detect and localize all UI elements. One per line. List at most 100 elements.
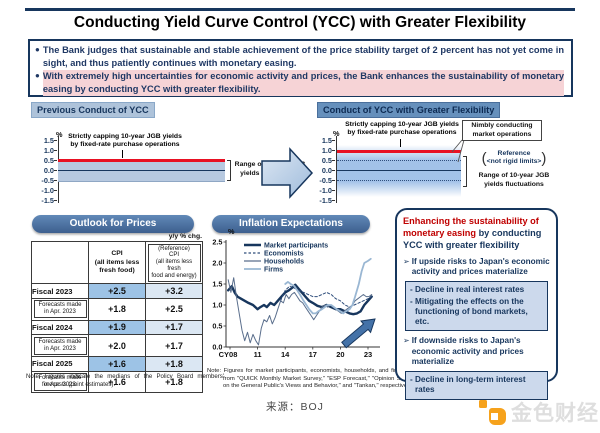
range-bracket xyxy=(227,160,231,181)
previous-ycc-zero-line xyxy=(58,170,225,172)
y-axis-tick-label: 1.5 xyxy=(321,135,332,145)
svg-text:CY08: CY08 xyxy=(219,350,238,359)
cpi-value: +2.0 xyxy=(88,334,146,358)
arrow-bullet-icon: ➢ xyxy=(403,256,410,266)
svg-text:Market participants: Market participants xyxy=(264,243,328,250)
row-label: Fiscal 2024 xyxy=(31,319,89,336)
previous-ycc-cap-line xyxy=(58,159,225,162)
svg-text:2.5: 2.5 xyxy=(212,238,222,247)
range-bracket xyxy=(463,156,467,187)
previous-ycc-header: Previous Conduct of YCC xyxy=(31,102,155,118)
y-axis-tick-mark xyxy=(332,190,335,191)
inflation-expectations-chart: 0.0 0.5 1.0 1.5 2.0 2.5 CY08 11 14 17 20 23% Market … xyxy=(212,227,380,359)
row-label: Forecasts made in Apr. 2023 xyxy=(31,370,89,394)
annotation-pointer xyxy=(400,139,401,147)
row-label: Fiscal 2025 xyxy=(31,356,89,372)
new-ycc-lower-reference-line xyxy=(337,180,461,181)
flexibility-title-rest: by conducting YCC with greater flexibili… xyxy=(403,227,542,250)
arrow-bullet-icon: ➢ xyxy=(403,336,410,346)
page-title: Conducting Yield Curve Control (YCC) wit… xyxy=(73,14,527,31)
y-axis-tick-mark xyxy=(54,140,57,141)
outlook-note: Note: Figures indicate the medians of th… xyxy=(26,373,224,388)
y-axis-tick-mark xyxy=(54,170,57,171)
y-axis-tick-mark xyxy=(332,150,335,151)
svg-text:0.5: 0.5 xyxy=(212,322,222,331)
jinse-logo-icon xyxy=(479,398,507,426)
svg-text:20: 20 xyxy=(336,350,344,359)
nimbly-callout: Nimbly conducting market operations xyxy=(462,120,542,141)
new-ycc-cap-note: Strictly capping 10-year JGB yields by f… xyxy=(345,121,459,137)
open-paren: ( xyxy=(481,149,487,167)
row-label: Forecasts made in Apr. 2023 xyxy=(31,334,89,358)
flexibility-title: Enhancing the sustainability of monetary… xyxy=(403,216,550,252)
previous-ycc-fluctuation-band xyxy=(58,161,225,182)
source-label: 来源：BOJ xyxy=(266,401,324,413)
svg-text:17: 17 xyxy=(309,350,317,359)
cpi-value: +1.8 xyxy=(88,297,146,321)
ref-value: +2.5 xyxy=(145,297,203,321)
rising-trend-arrow xyxy=(341,318,376,349)
svg-text:11: 11 xyxy=(254,350,262,359)
row-label: Fiscal 2023 xyxy=(31,283,89,299)
outlook-table: CPI (all items less fresh food) (Referen… xyxy=(31,240,203,394)
y-axis-tick-label: -1.0 xyxy=(319,185,332,195)
svg-text:Economists: Economists xyxy=(264,251,304,258)
ref-value: +1.7 xyxy=(145,319,203,336)
y-axis-tick-label: -1.5 xyxy=(41,195,54,205)
summary-bullet-2: ● With extremely high uncertainties for … xyxy=(35,70,564,97)
y-axis-tick-label: -1.5 xyxy=(319,195,332,205)
table-row: Fiscal 2023 +2.5 +3.2 xyxy=(31,283,203,299)
svg-text:14: 14 xyxy=(281,350,290,359)
bullet-icon: ● xyxy=(35,71,40,81)
y-axis-tick-label: -0.5 xyxy=(319,175,332,185)
table-row: Forecasts made in Apr. 2023 +2.0 +1.7 xyxy=(31,334,203,358)
previous-ycc-cap-note: Strictly capping 10-year JGB yields by f… xyxy=(68,133,182,149)
svg-text:1.5: 1.5 xyxy=(212,280,222,289)
summary-bullet-1-text: The Bank judges that sustainable and sta… xyxy=(42,45,564,69)
cpi-column-header: CPI (all items less fresh food) xyxy=(88,240,146,285)
watermark-text: 金色财经 xyxy=(511,402,599,425)
svg-text:2.0: 2.0 xyxy=(212,259,222,268)
ref-value: +3.2 xyxy=(145,283,203,299)
callout-pointer-lines xyxy=(451,139,465,163)
ref-cpi-column-header: (Reference) CPI (all items less fresh fo… xyxy=(145,240,203,285)
new-ycc-zero-line xyxy=(337,170,461,172)
y-axis-tick-label: 0.0 xyxy=(321,165,332,175)
series-households xyxy=(227,277,373,346)
close-paren: ) xyxy=(541,149,547,167)
cpi-value: +1.9 xyxy=(88,319,146,336)
cpi-value: +2.5 xyxy=(88,283,146,299)
svg-text:23: 23 xyxy=(364,350,372,359)
y-axis-tick-label: 1.5 xyxy=(43,135,54,145)
watermark-logo: 金色财经 xyxy=(479,397,599,427)
series-firms xyxy=(284,257,372,315)
summary-bullet-2-text: With extremely high uncertainties for ec… xyxy=(42,70,564,97)
y-axis-tick-mark xyxy=(54,190,57,191)
inflation-note: Note: Figures for market participants, e… xyxy=(207,368,415,390)
table-row: Fiscal 2024 +1.9 +1.7 xyxy=(31,319,203,336)
svg-text:Firms: Firms xyxy=(264,267,283,274)
downside-trigger: ➢ If downside risks to Japan's economic … xyxy=(403,336,524,366)
flexibility-box: Enhancing the sustainability of monetary… xyxy=(395,208,558,400)
transition-arrow xyxy=(261,147,314,199)
svg-text:Households: Households xyxy=(264,259,304,266)
y-axis-tick-mark xyxy=(54,180,57,181)
y-axis-tick-mark xyxy=(54,160,57,161)
reference-label-text: Reference <not rigid limits> xyxy=(486,150,542,166)
annotation-pointer xyxy=(122,150,123,158)
y-axis-unit: % xyxy=(56,130,63,139)
row-label: Forecasts made in Apr. 2023 xyxy=(31,297,89,321)
table-row: Forecasts made in Apr. 2023 +1.6 +1.8 xyxy=(31,370,203,394)
effect-item: - Mitigating the effects on the function… xyxy=(410,296,528,327)
new-ycc-range-note: Range of 10-year JGB yields fluctuations xyxy=(478,172,550,188)
table-row: Forecasts made in Apr. 2023 +1.8 +2.5 xyxy=(31,297,203,321)
y-axis-tick-label: 0.5 xyxy=(321,155,332,165)
svg-text:1.0: 1.0 xyxy=(212,301,222,310)
y-axis-tick-mark xyxy=(332,180,335,181)
effect-item: - Decline in long-term interest rates xyxy=(410,375,526,395)
top-rule xyxy=(25,8,575,11)
svg-text:%: % xyxy=(228,227,235,236)
flexibility-title-red: Enhancing the sustainability of monetary… xyxy=(403,216,539,238)
outlook-header: Outlook for Prices xyxy=(32,215,194,233)
